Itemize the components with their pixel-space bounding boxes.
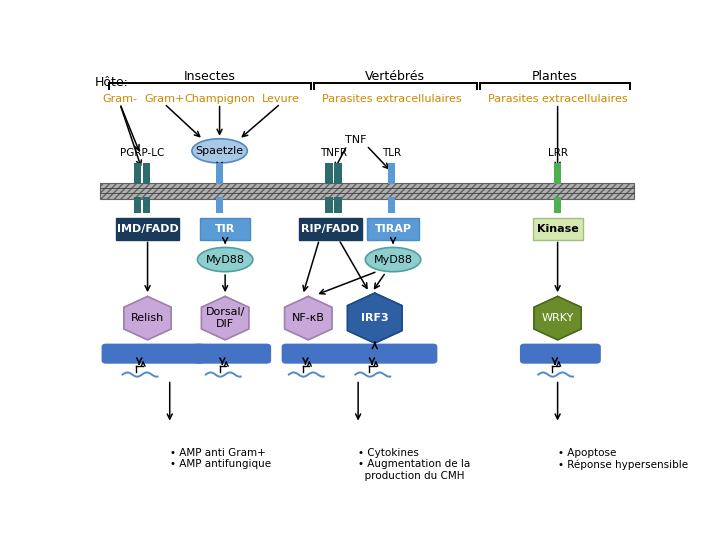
Text: Toll: Toll xyxy=(211,148,228,157)
Text: Champignon: Champignon xyxy=(184,93,255,104)
Text: Hôte:: Hôte: xyxy=(95,76,129,89)
Bar xyxy=(142,197,150,213)
Ellipse shape xyxy=(197,248,253,272)
Text: Levure: Levure xyxy=(262,93,300,104)
FancyBboxPatch shape xyxy=(193,344,271,364)
Bar xyxy=(142,163,150,184)
Bar xyxy=(100,182,634,199)
Text: TIRAP: TIRAP xyxy=(375,224,412,233)
Text: Parasites extracellulaires: Parasites extracellulaires xyxy=(322,93,461,104)
Text: Dorsal/
DIF: Dorsal/ DIF xyxy=(205,307,245,329)
Bar xyxy=(554,163,561,184)
FancyBboxPatch shape xyxy=(116,218,179,239)
FancyBboxPatch shape xyxy=(200,218,250,239)
Text: MyD88: MyD88 xyxy=(206,255,245,264)
Bar xyxy=(216,197,223,213)
Text: TNFR: TNFR xyxy=(320,148,347,157)
Bar xyxy=(134,197,142,213)
Text: Relish: Relish xyxy=(131,313,164,323)
Polygon shape xyxy=(202,296,249,340)
Bar xyxy=(134,163,142,184)
Bar xyxy=(334,197,342,213)
Text: TNF: TNF xyxy=(345,135,366,146)
FancyBboxPatch shape xyxy=(299,218,363,239)
Text: • AMP anti Gram+
• AMP antifungique: • AMP anti Gram+ • AMP antifungique xyxy=(169,448,271,469)
FancyBboxPatch shape xyxy=(102,344,204,364)
Bar xyxy=(334,163,342,184)
FancyBboxPatch shape xyxy=(520,344,601,364)
Polygon shape xyxy=(124,296,172,340)
Text: Plantes: Plantes xyxy=(532,71,578,84)
Bar xyxy=(216,163,223,184)
Text: IMD/FADD: IMD/FADD xyxy=(117,224,179,233)
Text: RIP/FADD: RIP/FADD xyxy=(301,224,360,233)
Ellipse shape xyxy=(192,139,247,163)
FancyBboxPatch shape xyxy=(367,218,420,239)
Polygon shape xyxy=(534,296,581,340)
Text: • Cytokines
• Augmentation de la
  production du CMH: • Cytokines • Augmentation de la product… xyxy=(358,448,470,481)
Polygon shape xyxy=(347,293,402,343)
Text: Gram-: Gram- xyxy=(102,93,137,104)
Text: NF-κB: NF-κB xyxy=(292,313,325,323)
Text: LRR: LRR xyxy=(548,148,568,157)
Ellipse shape xyxy=(365,248,420,272)
Bar xyxy=(554,197,561,213)
Text: Kinase: Kinase xyxy=(537,224,578,233)
Text: Vertébrés: Vertébrés xyxy=(365,71,425,84)
Polygon shape xyxy=(285,296,332,340)
FancyBboxPatch shape xyxy=(533,218,583,239)
Bar xyxy=(388,163,395,184)
Text: Parasites extracellulaires: Parasites extracellulaires xyxy=(488,93,628,104)
Text: Insectes: Insectes xyxy=(184,71,236,84)
FancyBboxPatch shape xyxy=(282,344,438,364)
Bar xyxy=(325,197,332,213)
Text: IRF3: IRF3 xyxy=(361,313,388,323)
Bar xyxy=(388,197,395,213)
Bar xyxy=(325,163,332,184)
Text: WRKY: WRKY xyxy=(541,313,574,323)
Text: TLR: TLR xyxy=(382,148,401,157)
Text: • Apoptose
• Réponse hypersensible: • Apoptose • Réponse hypersensible xyxy=(558,448,688,470)
Text: TIR: TIR xyxy=(215,224,235,233)
Text: MyD88: MyD88 xyxy=(373,255,413,264)
Text: Gram+: Gram+ xyxy=(144,93,184,104)
Text: PGRP-LC: PGRP-LC xyxy=(120,148,164,157)
Text: Spaetzle: Spaetzle xyxy=(195,146,244,156)
